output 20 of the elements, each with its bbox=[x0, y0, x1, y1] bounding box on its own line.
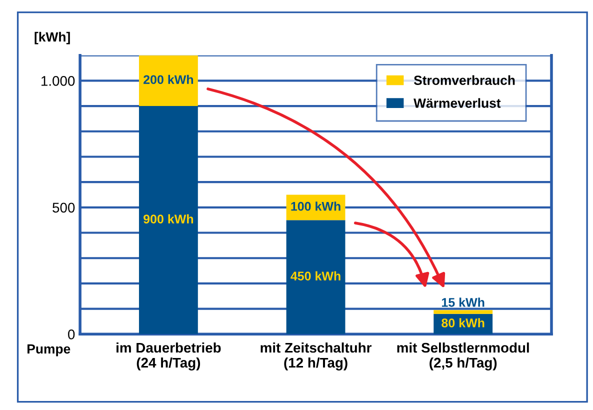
bar bbox=[138, 106, 198, 334]
text: Pumpe bbox=[28, 344, 70, 356]
y-axis-title: [kWh] bbox=[34, 32, 70, 44]
data-label: 100 kWh bbox=[291, 202, 340, 211]
bar bbox=[434, 310, 493, 314]
bar bbox=[286, 220, 346, 334]
bar bbox=[138, 55, 198, 106]
x-tick-label: mit Zeitschaltuhr (12 h/Tag) bbox=[260, 342, 372, 370]
data-label: 80 kWh bbox=[442, 318, 484, 328]
legend-label: Wärmeverlust bbox=[414, 98, 501, 108]
y-tick-label: 1.000 bbox=[42, 76, 75, 86]
data-label: 15 kWh bbox=[442, 298, 484, 307]
legend-label: Stromverbrauch bbox=[414, 75, 515, 85]
data-label: 900 kWh bbox=[144, 214, 194, 224]
data-label: 200 kWh bbox=[144, 74, 194, 84]
y-tick-label: 0 bbox=[68, 329, 75, 340]
x-tick-label: im Dauerbetrieb (24 h/Tag) bbox=[116, 342, 221, 370]
x-tick-label: mit Selbstlernmodul (2,5 h/Tag) bbox=[397, 342, 529, 370]
data-label: 450 kWh bbox=[290, 271, 340, 280]
y-tick-label: 500 bbox=[52, 202, 75, 213]
